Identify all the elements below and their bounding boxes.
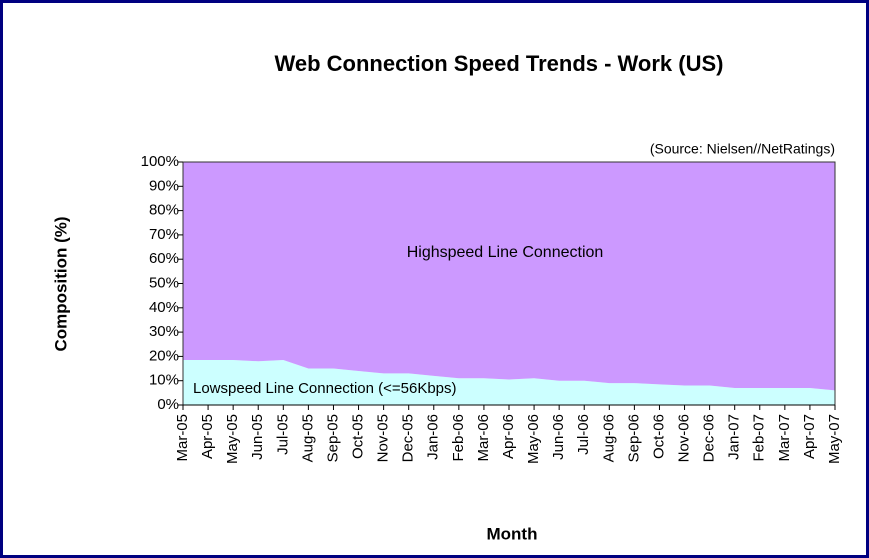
series-label: Highspeed Line Connection	[407, 244, 604, 261]
y-tick-label: 0%	[157, 396, 179, 413]
x-tick-label: May-05	[224, 414, 241, 464]
area	[183, 162, 835, 391]
x-tick-label: Nov-05	[375, 414, 392, 462]
source-note: (Source: Nielsen//NetRatings)	[650, 141, 835, 157]
y-tick-label: 90%	[149, 177, 179, 194]
chart-title: Web Connection Speed Trends - Work (US)	[274, 51, 723, 76]
y-tick-label: 20%	[149, 347, 179, 364]
x-tick-label: Oct-05	[350, 414, 367, 459]
x-tick-label: Jul-06	[575, 414, 592, 455]
x-tick-label: Mar-05	[174, 414, 191, 462]
series-label: Lowspeed Line Connection (<=56Kbps)	[193, 380, 457, 397]
x-tick-label: May-07	[826, 414, 843, 464]
x-tick-label: Jan-06	[425, 414, 442, 460]
x-tick-label: Dec-06	[701, 414, 718, 462]
x-tick-label: Mar-06	[475, 414, 492, 462]
x-tick-label: Sep-06	[625, 414, 642, 462]
x-tick-label: Jan-07	[726, 414, 743, 460]
y-axis-label: Composition (%)	[51, 216, 70, 351]
x-tick-label: Apr-05	[199, 414, 216, 459]
x-tick-label: Dec-05	[400, 414, 417, 462]
x-tick-label: Feb-07	[751, 414, 768, 462]
x-tick-label: Aug-06	[600, 414, 617, 462]
y-tick-label: 80%	[149, 202, 179, 219]
x-tick-label: Apr-06	[500, 414, 517, 459]
y-tick-label: 60%	[149, 250, 179, 267]
x-tick-label: Jun-06	[550, 414, 567, 460]
x-tick-label: Nov-06	[676, 414, 693, 462]
y-tick-label: 40%	[149, 299, 179, 316]
x-tick-label: Oct-06	[650, 414, 667, 459]
y-tick-label: 70%	[149, 226, 179, 243]
x-tick-label: Jul-05	[274, 414, 291, 455]
y-tick-label: 10%	[149, 372, 179, 389]
y-tick-label: 30%	[149, 323, 179, 340]
area	[183, 360, 835, 405]
x-axis-label: Month	[487, 524, 538, 543]
x-tick-label: Mar-07	[776, 414, 793, 462]
y-tick-label: 50%	[149, 274, 179, 291]
y-tick-label: 100%	[141, 153, 179, 170]
x-tick-label: Aug-05	[299, 414, 316, 462]
x-tick-label: Feb-06	[450, 414, 467, 462]
x-tick-label: Jun-05	[249, 414, 266, 460]
x-tick-label: Sep-05	[324, 414, 341, 462]
x-tick-label: May-06	[525, 414, 542, 464]
x-tick-label: Apr-07	[801, 414, 818, 459]
